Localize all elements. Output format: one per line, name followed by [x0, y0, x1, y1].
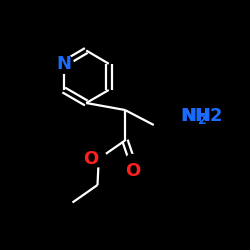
Circle shape: [54, 54, 73, 73]
Circle shape: [91, 151, 107, 167]
Text: NH2: NH2: [180, 107, 222, 125]
Text: O: O: [84, 150, 99, 168]
Text: NH: NH: [181, 107, 211, 125]
Text: O: O: [125, 162, 140, 180]
Text: N: N: [56, 55, 71, 73]
Text: 2: 2: [198, 114, 207, 127]
Circle shape: [124, 154, 140, 170]
